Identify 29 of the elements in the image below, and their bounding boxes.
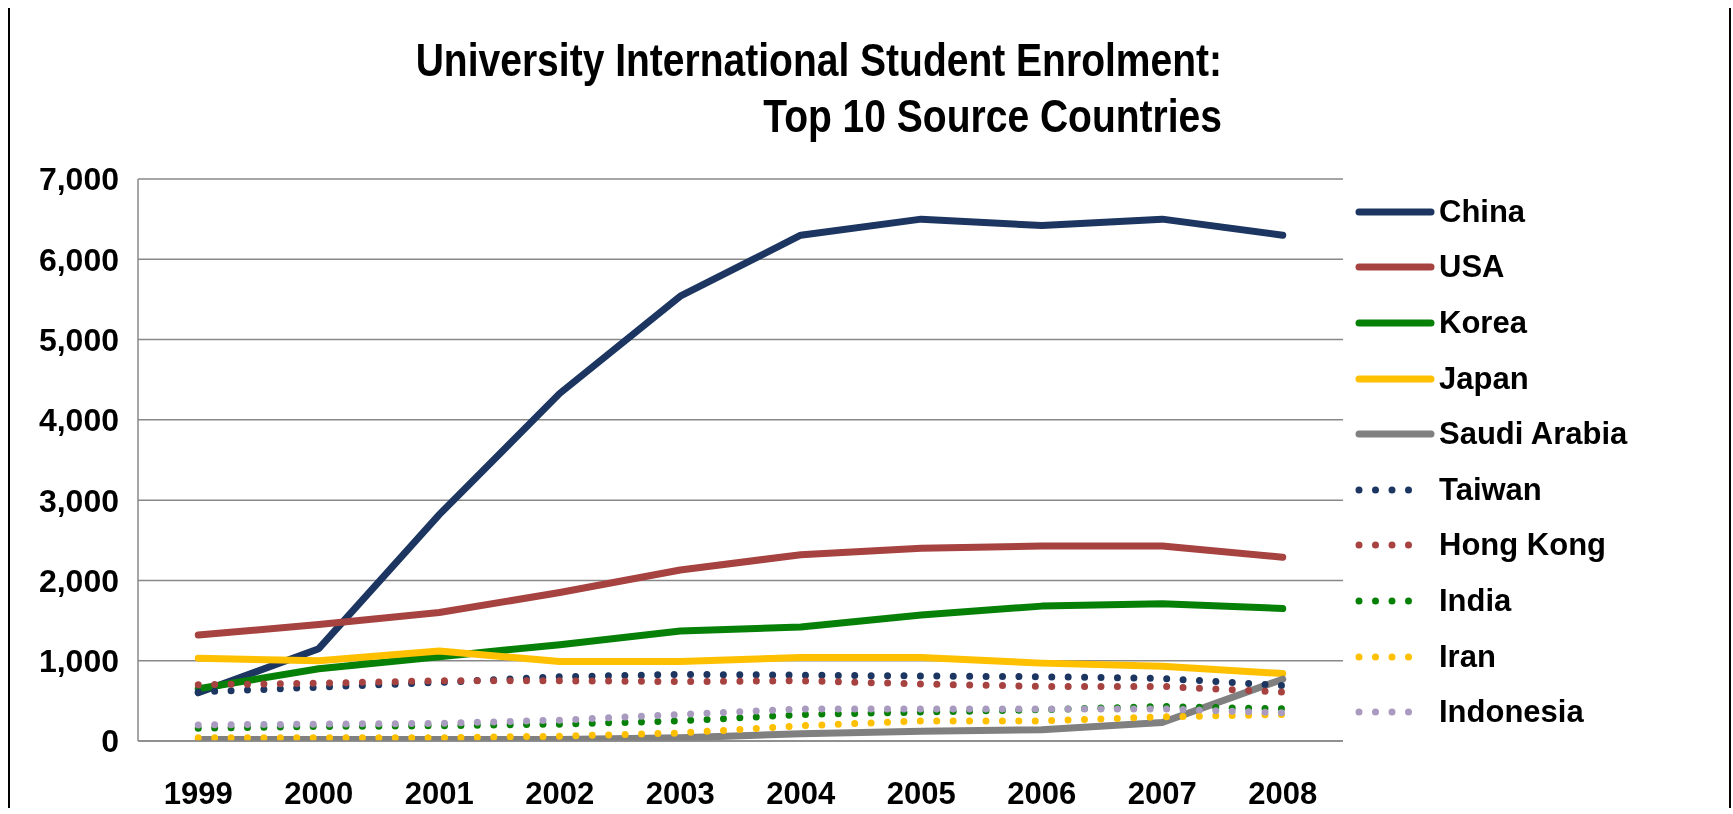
legend-label: Saudi Arabia bbox=[1439, 416, 1628, 453]
x-tick-label: 2000 bbox=[284, 776, 354, 812]
y-tick-label: 4,000 bbox=[38, 402, 119, 439]
x-tick-label: 2006 bbox=[1007, 776, 1077, 812]
x-tick-label: 2003 bbox=[645, 776, 715, 812]
legend-label: Indonesia bbox=[1439, 694, 1584, 731]
x-tick-label: 2004 bbox=[766, 776, 836, 812]
y-tick-label: 6,000 bbox=[38, 241, 119, 278]
y-tick-label: 0 bbox=[101, 723, 119, 760]
x-tick-label: 2005 bbox=[886, 776, 956, 812]
y-tick-label: 1,000 bbox=[38, 643, 119, 680]
legend-label: Taiwan bbox=[1439, 471, 1542, 508]
y-tick-label: 2,000 bbox=[38, 562, 119, 599]
legend-label: Korea bbox=[1439, 304, 1527, 341]
x-tick-label: 2008 bbox=[1248, 776, 1318, 812]
x-tick-label: 2007 bbox=[1127, 776, 1197, 812]
y-tick-label: 3,000 bbox=[38, 482, 119, 519]
legend-label: USA bbox=[1439, 249, 1505, 286]
y-tick-label: 7,000 bbox=[38, 161, 119, 198]
legend-label: Japan bbox=[1439, 360, 1529, 397]
x-tick-label: 1999 bbox=[163, 776, 233, 812]
x-tick-label: 2002 bbox=[525, 776, 595, 812]
legend-label: Iran bbox=[1439, 638, 1496, 675]
y-tick-label: 5,000 bbox=[38, 321, 119, 358]
legend-label: China bbox=[1439, 193, 1526, 230]
legend-label: India bbox=[1439, 582, 1512, 619]
x-tick-label: 2001 bbox=[404, 776, 474, 812]
legend-label: Hong Kong bbox=[1439, 527, 1607, 564]
chart-title: University International Student Enrolment: Top 10 Source Countries bbox=[414, 32, 1222, 144]
